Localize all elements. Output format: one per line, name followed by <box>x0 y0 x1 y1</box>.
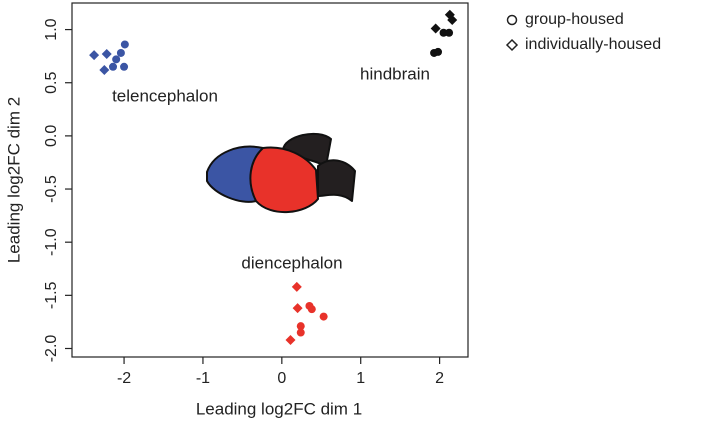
point <box>285 334 296 345</box>
point <box>319 312 328 321</box>
x-tick-label: -2 <box>117 370 131 387</box>
diencephalon-shape <box>249 146 319 214</box>
legend-marker <box>506 14 518 26</box>
point <box>101 49 112 60</box>
point <box>292 303 303 314</box>
point <box>445 28 454 37</box>
y-tick-label: 0.5 <box>43 72 60 94</box>
plot-frame <box>71 2 469 358</box>
point <box>430 23 441 34</box>
point <box>296 328 305 337</box>
y-tick-label: 0.0 <box>43 125 60 147</box>
hindbrain-shape <box>317 159 356 202</box>
legend-label: group-housed <box>525 11 624 28</box>
legend-label: individually-housed <box>525 36 661 53</box>
x-axis-title: Leading log2FC dim 1 <box>196 399 362 418</box>
point <box>447 15 458 26</box>
point <box>291 281 302 292</box>
brain-schematic <box>206 132 356 214</box>
cluster-label: hindbrain <box>360 64 430 83</box>
point <box>120 62 129 71</box>
point <box>434 47 443 56</box>
cluster-label: telencephalon <box>112 86 218 105</box>
y-axis-title: Leading log2FC dim 2 <box>4 97 23 263</box>
point <box>112 55 121 64</box>
point <box>109 62 118 71</box>
x-tick-label: 2 <box>435 370 444 387</box>
legend-marker <box>505 38 519 52</box>
x-tick-label: 1 <box>356 370 365 387</box>
point <box>307 305 316 314</box>
x-tick-label: 0 <box>277 370 286 387</box>
point <box>296 322 305 331</box>
cluster-label: diencephalon <box>241 253 342 272</box>
y-tick-label: -1.0 <box>43 228 60 256</box>
point <box>120 40 129 49</box>
point <box>89 50 100 61</box>
y-tick-label: -0.5 <box>43 175 60 203</box>
point <box>116 48 125 57</box>
y-tick-label: 1.0 <box>43 18 60 40</box>
y-tick-label: -1.5 <box>43 281 60 309</box>
point <box>99 64 110 75</box>
x-tick-label: -1 <box>196 370 210 387</box>
point <box>439 28 448 37</box>
y-tick-label: -2.0 <box>43 335 60 363</box>
